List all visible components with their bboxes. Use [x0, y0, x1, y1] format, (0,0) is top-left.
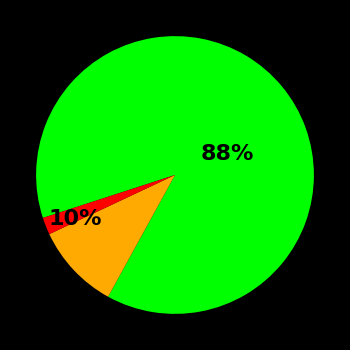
- Text: 10%: 10%: [48, 209, 102, 230]
- Wedge shape: [43, 175, 175, 234]
- Wedge shape: [49, 175, 175, 297]
- Wedge shape: [36, 36, 314, 314]
- Text: 88%: 88%: [201, 144, 254, 164]
